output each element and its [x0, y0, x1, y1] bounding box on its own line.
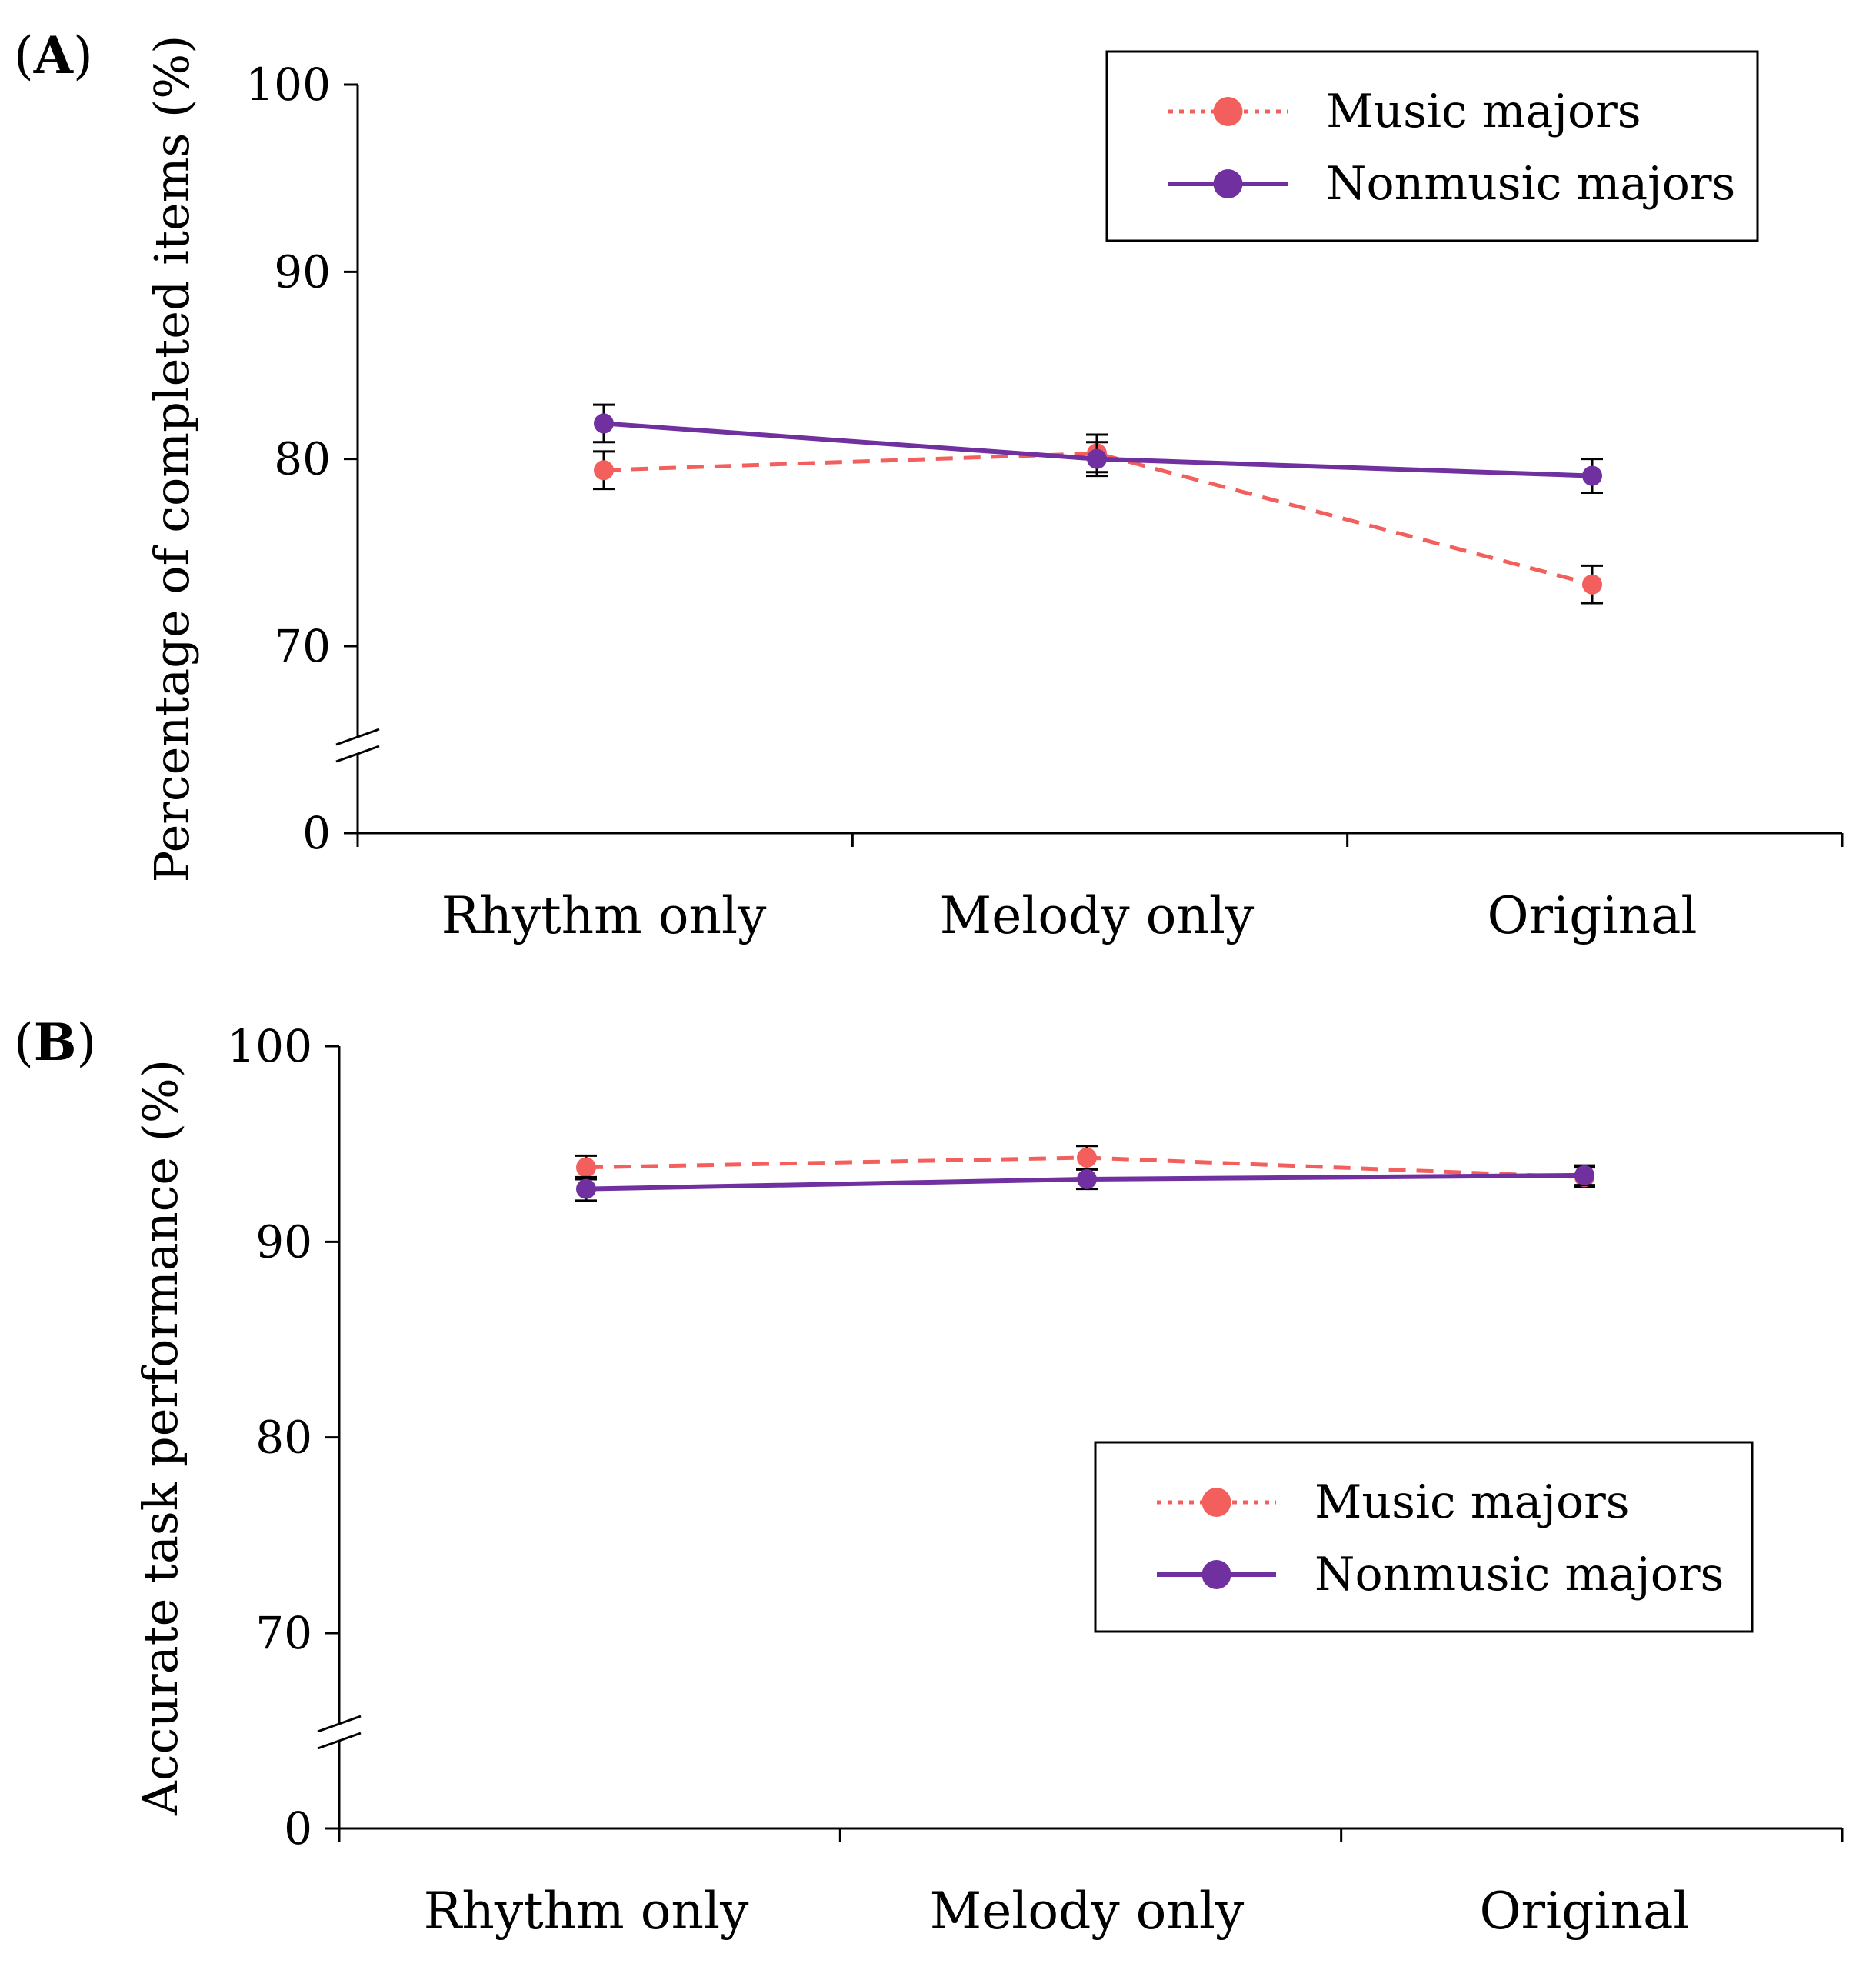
- data-point: [576, 1178, 596, 1199]
- legend-label: Music majors: [1315, 1475, 1630, 1529]
- series-nonmusic-majors: [575, 1164, 1595, 1202]
- axis-break-mark: [317, 1715, 362, 1733]
- y-axis-title: Percentage of completed items (%): [144, 35, 200, 883]
- panel-label: (B): [14, 1012, 96, 1072]
- series-line: [603, 451, 1593, 587]
- y-tick-label: 90: [255, 1215, 312, 1268]
- legend-box: [1094, 1441, 1754, 1633]
- data-point: [1574, 1165, 1594, 1185]
- data-point: [1077, 1147, 1097, 1168]
- data-point: [1582, 574, 1602, 595]
- data-point: [1582, 465, 1602, 486]
- data-point: [576, 1157, 596, 1178]
- legend-marker: [1201, 1560, 1231, 1589]
- legend-label: Nonmusic majors: [1326, 157, 1735, 211]
- data-point: [1087, 448, 1107, 469]
- legend: Music majors Nonmusic majors: [1105, 50, 1759, 242]
- axis-break-mark: [335, 745, 380, 763]
- y-tick-label: 70: [274, 620, 331, 672]
- x-category-label: Rhythm only: [424, 1882, 749, 1941]
- x-category-label: Melody only: [930, 1882, 1245, 1941]
- chart-panel-a: (A) 0 70 80 90 100 Percentage of completed ite…: [14, 25, 1844, 945]
- y-tick-label: 80: [274, 433, 331, 485]
- legend-marker: [1213, 97, 1243, 126]
- y-axis-title: Accurate task performance (%): [132, 1059, 188, 1816]
- legend-label: Music majors: [1326, 85, 1641, 138]
- y-tick-label: 100: [245, 58, 331, 111]
- data-point: [594, 460, 614, 481]
- y-tick-label: 90: [274, 245, 331, 298]
- x-category-label: Original: [1487, 886, 1697, 945]
- x-category-label: Rhythm only: [442, 886, 767, 945]
- legend-marker: [1201, 1488, 1231, 1517]
- y-tick-label: 0: [302, 807, 331, 859]
- y-tick-label: 0: [284, 1802, 312, 1855]
- y-tick-label: 70: [255, 1607, 312, 1659]
- data-point: [594, 413, 614, 434]
- axis-break-mark: [335, 728, 380, 746]
- legend-box: [1105, 50, 1759, 242]
- x-category-label: Melody only: [940, 886, 1255, 945]
- series-nonmusic-majors: [593, 403, 1603, 494]
- y-tick-label: 80: [255, 1412, 312, 1464]
- y-tick-label: 100: [227, 1020, 312, 1072]
- data-point: [1077, 1168, 1097, 1189]
- x-category-label: Original: [1479, 1882, 1689, 1941]
- panel-label: (A): [14, 25, 93, 85]
- legend-label: Nonmusic majors: [1315, 1548, 1724, 1602]
- legend-marker: [1213, 169, 1243, 198]
- legend: Music majors Nonmusic majors: [1094, 1441, 1754, 1633]
- chart-panel-b: (B) 0 70 80 90 100 Accurate task performance (…: [14, 1012, 1844, 1941]
- axis-break-mark: [317, 1732, 362, 1750]
